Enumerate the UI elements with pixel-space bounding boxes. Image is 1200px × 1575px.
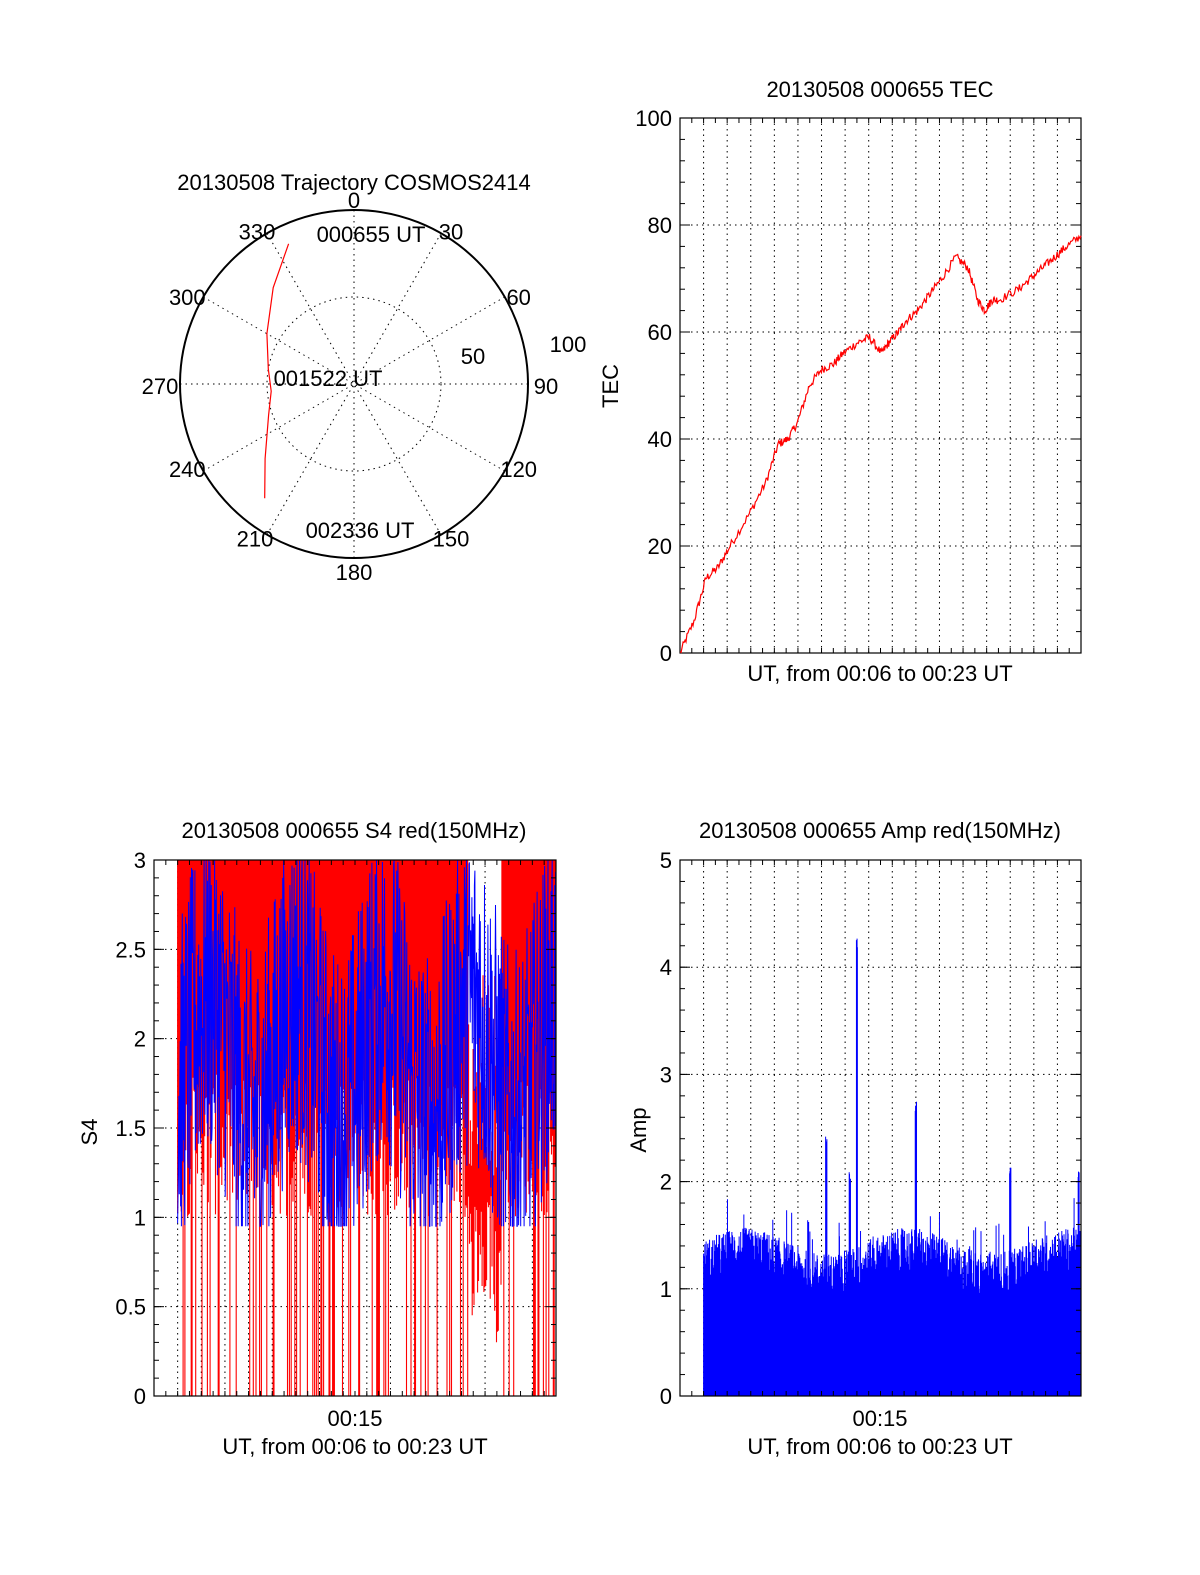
polar-azimuth-label: 240 bbox=[169, 457, 206, 482]
trajectory-polar-plot: 20130508 Trajectory COSMOS2414 0 30 60 90 12… bbox=[142, 170, 587, 585]
y-tick-label: 1 bbox=[134, 1205, 146, 1230]
trajectory-start-label: 000655 UT bbox=[317, 222, 426, 247]
polar-azimuth-label: 210 bbox=[237, 527, 274, 552]
y-tick-label: 40 bbox=[648, 427, 672, 452]
y-tick-label: 4 bbox=[660, 955, 672, 980]
y-tick-label: 2 bbox=[134, 1027, 146, 1052]
trajectory-title: 20130508 Trajectory COSMOS2414 bbox=[177, 170, 530, 195]
y-tick-label: 20 bbox=[648, 534, 672, 559]
y-tick-label: 3 bbox=[134, 848, 146, 873]
s4-title: 20130508 000655 S4 red(150MHz) bbox=[182, 818, 527, 843]
tec-xlabel: UT, from 00:06 to 00:23 UT bbox=[747, 661, 1012, 686]
s4-xlabel: UT, from 00:06 to 00:23 UT bbox=[222, 1434, 487, 1459]
polar-azimuth-label: 300 bbox=[169, 285, 206, 310]
amp-ylabel: Amp bbox=[626, 1107, 651, 1152]
s4-ylabel: S4 bbox=[77, 1119, 102, 1146]
y-tick-label: 60 bbox=[648, 320, 672, 345]
y-tick-label: 0 bbox=[660, 1384, 672, 1409]
y-tick-label: 0.5 bbox=[115, 1295, 146, 1320]
amp-plot: 20130508 000655 Amp red(150MHz) 0 1 2 3 4 5 0… bbox=[626, 818, 1082, 1459]
tec-series-line bbox=[679, 234, 1082, 654]
tec-title: 20130508 000655 TEC bbox=[766, 77, 993, 102]
s4-xtick-label: 00:15 bbox=[327, 1406, 382, 1431]
polar-azimuth-label: 330 bbox=[239, 219, 276, 244]
polar-azimuth-label: 270 bbox=[142, 374, 179, 399]
polar-azimuth-label: 120 bbox=[500, 457, 537, 482]
amp-xtick-label: 00:15 bbox=[852, 1406, 907, 1431]
y-tick-label: 0 bbox=[660, 641, 672, 666]
y-tick-label: 5 bbox=[660, 848, 672, 873]
trajectory-mid-label: 001522 UT bbox=[274, 366, 383, 391]
amp-title: 20130508 000655 Amp red(150MHz) bbox=[699, 818, 1061, 843]
polar-inner-circle bbox=[266, 296, 442, 472]
y-tick-label: 2.5 bbox=[115, 937, 146, 962]
polar-azimuth-label: 150 bbox=[433, 527, 470, 552]
amp-xlabel: UT, from 00:06 to 00:23 UT bbox=[747, 1434, 1012, 1459]
trajectory-end-label: 002336 UT bbox=[306, 518, 415, 543]
trajectory-track bbox=[264, 243, 290, 499]
tec-ylabel: TEC bbox=[598, 364, 623, 408]
y-tick-label: 100 bbox=[635, 106, 672, 131]
y-tick-label: 1 bbox=[660, 1277, 672, 1302]
tec-frame bbox=[679, 117, 1082, 654]
y-tick-label: 0 bbox=[134, 1384, 146, 1409]
amp-series-bars bbox=[703, 938, 1082, 1396]
polar-radial-label: 50 bbox=[461, 344, 485, 369]
polar-azimuth-label: 90 bbox=[534, 374, 558, 399]
polar-azimuth-label: 0 bbox=[348, 188, 360, 213]
y-tick-label: 2 bbox=[660, 1170, 672, 1195]
s4-plot: 20130508 000655 S4 red(150MHz) 0 0.5 1 1.5 2… bbox=[77, 818, 557, 1459]
y-tick-label: 80 bbox=[648, 213, 672, 238]
s4-blue-series bbox=[177, 859, 557, 1227]
polar-radial-label: 100 bbox=[550, 332, 587, 357]
y-tick-label: 1.5 bbox=[115, 1116, 146, 1141]
y-tick-label: 3 bbox=[660, 1062, 672, 1087]
polar-azimuth-label: 30 bbox=[439, 219, 463, 244]
tec-plot: 20130508 000655 TEC 0 20 40 60 80 100 UT, fro… bbox=[598, 77, 1082, 686]
polar-azimuth-label: 60 bbox=[506, 285, 530, 310]
polar-azimuth-label: 180 bbox=[336, 560, 373, 585]
